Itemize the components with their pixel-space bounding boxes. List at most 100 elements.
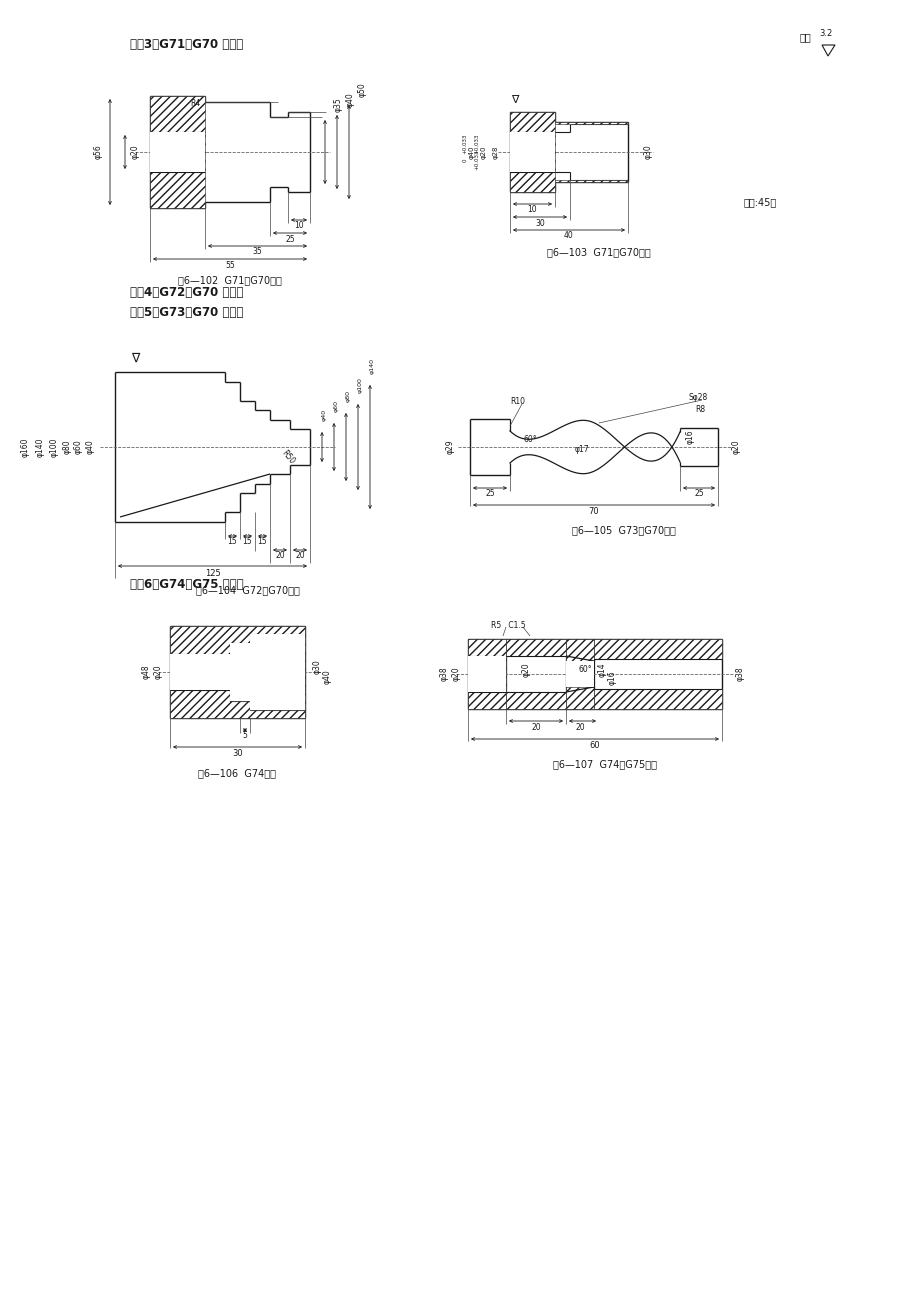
Text: 15: 15 [243,538,252,547]
Text: φ40: φ40 [323,669,331,685]
Bar [565,639,594,661]
Text: ∇: ∇ [130,352,139,365]
Text: φ20: φ20 [153,665,163,680]
Text: 图6—102  G71、G70编程: 图6—102 G71、G70编程 [178,275,281,285]
Text: 60: 60 [589,742,600,750]
Text: 20: 20 [275,552,285,560]
Text: φ80: φ80 [346,391,350,402]
Bar [150,132,205,172]
Text: 35: 35 [253,247,262,256]
Text: φ60: φ60 [74,440,83,454]
Text: φ20: φ20 [521,663,530,677]
Text: 25: 25 [484,490,494,499]
Text: φ140: φ140 [36,437,44,457]
Text: Sφ28: Sφ28 [687,393,707,402]
Text: 20: 20 [574,723,584,732]
Text: φ30: φ30 [642,145,652,159]
Text: 25: 25 [285,234,294,243]
Text: φ56: φ56 [94,145,102,159]
Text: 图6—105  G73、G70编程: 图6—105 G73、G70编程 [572,525,675,535]
Text: 图6—104  G72、G70编程: 图6—104 G72、G70编程 [196,585,299,595]
Text: 10: 10 [294,221,303,230]
Bar [250,634,305,654]
Text: φ160: φ160 [20,437,29,457]
Text: R5   C1.5: R5 C1.5 [490,621,525,629]
Text: 练习5：G73、G70 指令。: 练习5：G73、G70 指令。 [130,306,244,319]
Text: +0.033: +0.033 [474,134,479,154]
Bar [170,672,305,717]
Text: 图6—107  G74、G75编程: 图6—107 G74、G75编程 [552,759,656,769]
Text: 3.2: 3.2 [819,30,832,39]
Bar [230,643,250,654]
Text: φ48: φ48 [142,665,151,680]
Text: φ40: φ40 [321,409,326,421]
Text: +0.033: +0.033 [462,134,467,154]
Text: φ40: φ40 [469,146,474,159]
Text: ∇: ∇ [511,95,518,105]
Text: φ14: φ14 [596,663,606,677]
Text: 练习3：G71、G70 指令。: 练习3：G71、G70 指令。 [130,38,243,51]
Text: 练习4：G72、G70 指令。: 练习4：G72、G70 指令。 [130,285,244,298]
Text: 55: 55 [225,260,234,270]
Bar [505,639,565,656]
Bar [250,634,305,710]
Text: φ35: φ35 [334,98,343,112]
Text: 其余: 其余 [800,33,811,42]
Text: R10: R10 [510,397,525,405]
Bar [594,639,721,659]
Bar [468,639,505,674]
Text: 10: 10 [528,206,537,215]
Text: φ38: φ38 [439,667,448,681]
Text: 30: 30 [535,219,544,228]
Bar [594,689,721,710]
Text: 图6—103  G71、G70编程: 图6—103 G71、G70编程 [547,247,650,256]
Bar [468,656,505,691]
Text: φ29: φ29 [445,440,454,454]
Text: φ40: φ40 [85,440,95,454]
Text: φ20: φ20 [481,146,486,159]
Text: +0.033: +0.033 [474,150,479,171]
Text: 20: 20 [295,552,304,560]
Text: 5: 5 [243,732,247,741]
Text: 70: 70 [588,506,598,516]
Bar [554,180,628,182]
Text: 40: 40 [563,232,573,241]
Text: φ28: φ28 [493,146,498,159]
Text: 20: 20 [530,723,540,732]
Text: φ20: φ20 [130,145,140,159]
Text: φ17: φ17 [574,445,589,454]
Bar [250,690,305,710]
Bar [170,626,305,672]
Bar [565,661,594,687]
Text: 图6—106  G74编程: 图6—106 G74编程 [199,768,277,779]
Text: 60°: 60° [577,664,591,673]
Text: φ60: φ60 [333,400,338,411]
Bar [468,674,505,710]
Text: 材料:45钢: 材料:45钢 [743,197,776,207]
Bar [230,643,250,700]
Bar [230,690,250,700]
Text: φ50: φ50 [357,82,367,98]
Text: 125: 125 [204,569,221,578]
Text: φ20: φ20 [451,667,460,681]
Bar [150,96,205,152]
Text: 0: 0 [462,159,467,161]
Bar [505,691,565,710]
Bar [509,132,554,172]
Text: 25: 25 [694,490,703,499]
Text: 60°: 60° [523,435,536,444]
Text: R8: R8 [694,405,704,414]
Bar [509,152,554,191]
Text: 15: 15 [227,538,237,547]
Text: φ40: φ40 [346,92,355,107]
Text: φ20: φ20 [731,440,740,454]
Bar [170,654,305,690]
Text: 练习6：G74、G75 指令。: 练习6：G74、G75 指令。 [130,578,244,591]
Bar [150,152,205,208]
Text: 30: 30 [232,749,243,758]
Bar [554,122,628,124]
Text: φ100: φ100 [50,437,59,457]
Text: φ80: φ80 [62,440,72,454]
Bar [565,687,594,710]
Text: 15: 15 [257,538,267,547]
